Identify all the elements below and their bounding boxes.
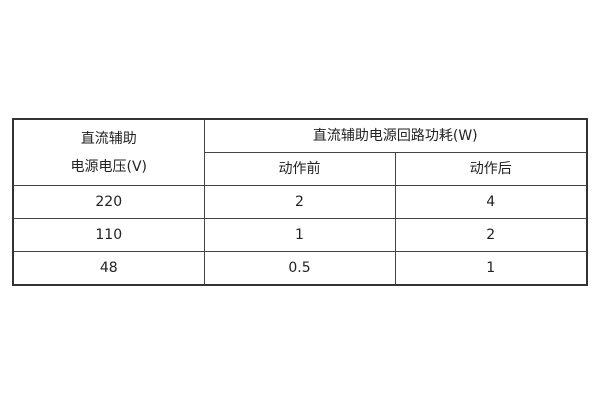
- cell-before: 2: [203, 185, 396, 219]
- header-after: 动作后: [394, 152, 588, 186]
- table-row: 48 0.5 1: [12, 251, 588, 286]
- cell-after: 2: [394, 218, 588, 252]
- cell-voltage: 110: [12, 218, 205, 252]
- header-before: 动作前: [203, 152, 396, 186]
- cell-before: 1: [203, 218, 396, 252]
- table-row: 220 2 4: [12, 185, 588, 219]
- cell-before: 0.5: [203, 251, 396, 286]
- cell-after: 4: [394, 185, 588, 219]
- header-voltage: 直流辅助 电源电压(V): [12, 118, 205, 186]
- cell-voltage: 220: [12, 185, 205, 219]
- header-row: 直流辅助 电源电压(V) 直流辅助电源回路功耗(W): [12, 118, 588, 186]
- cell-voltage: 48: [12, 251, 205, 286]
- cell-after: 1: [394, 251, 588, 286]
- power-consumption-table: 直流辅助 电源电压(V) 直流辅助电源回路功耗(W) 动作前 动作后 220 2…: [12, 118, 588, 286]
- table-row: 110 1 2: [12, 218, 588, 252]
- header-voltage-line2: 电源电压(V): [70, 158, 147, 175]
- header-power-group: 直流辅助电源回路功耗(W): [203, 118, 588, 153]
- subheader-row: 动作前 动作后: [13, 152, 588, 186]
- header-voltage-line1: 直流辅助: [80, 130, 137, 147]
